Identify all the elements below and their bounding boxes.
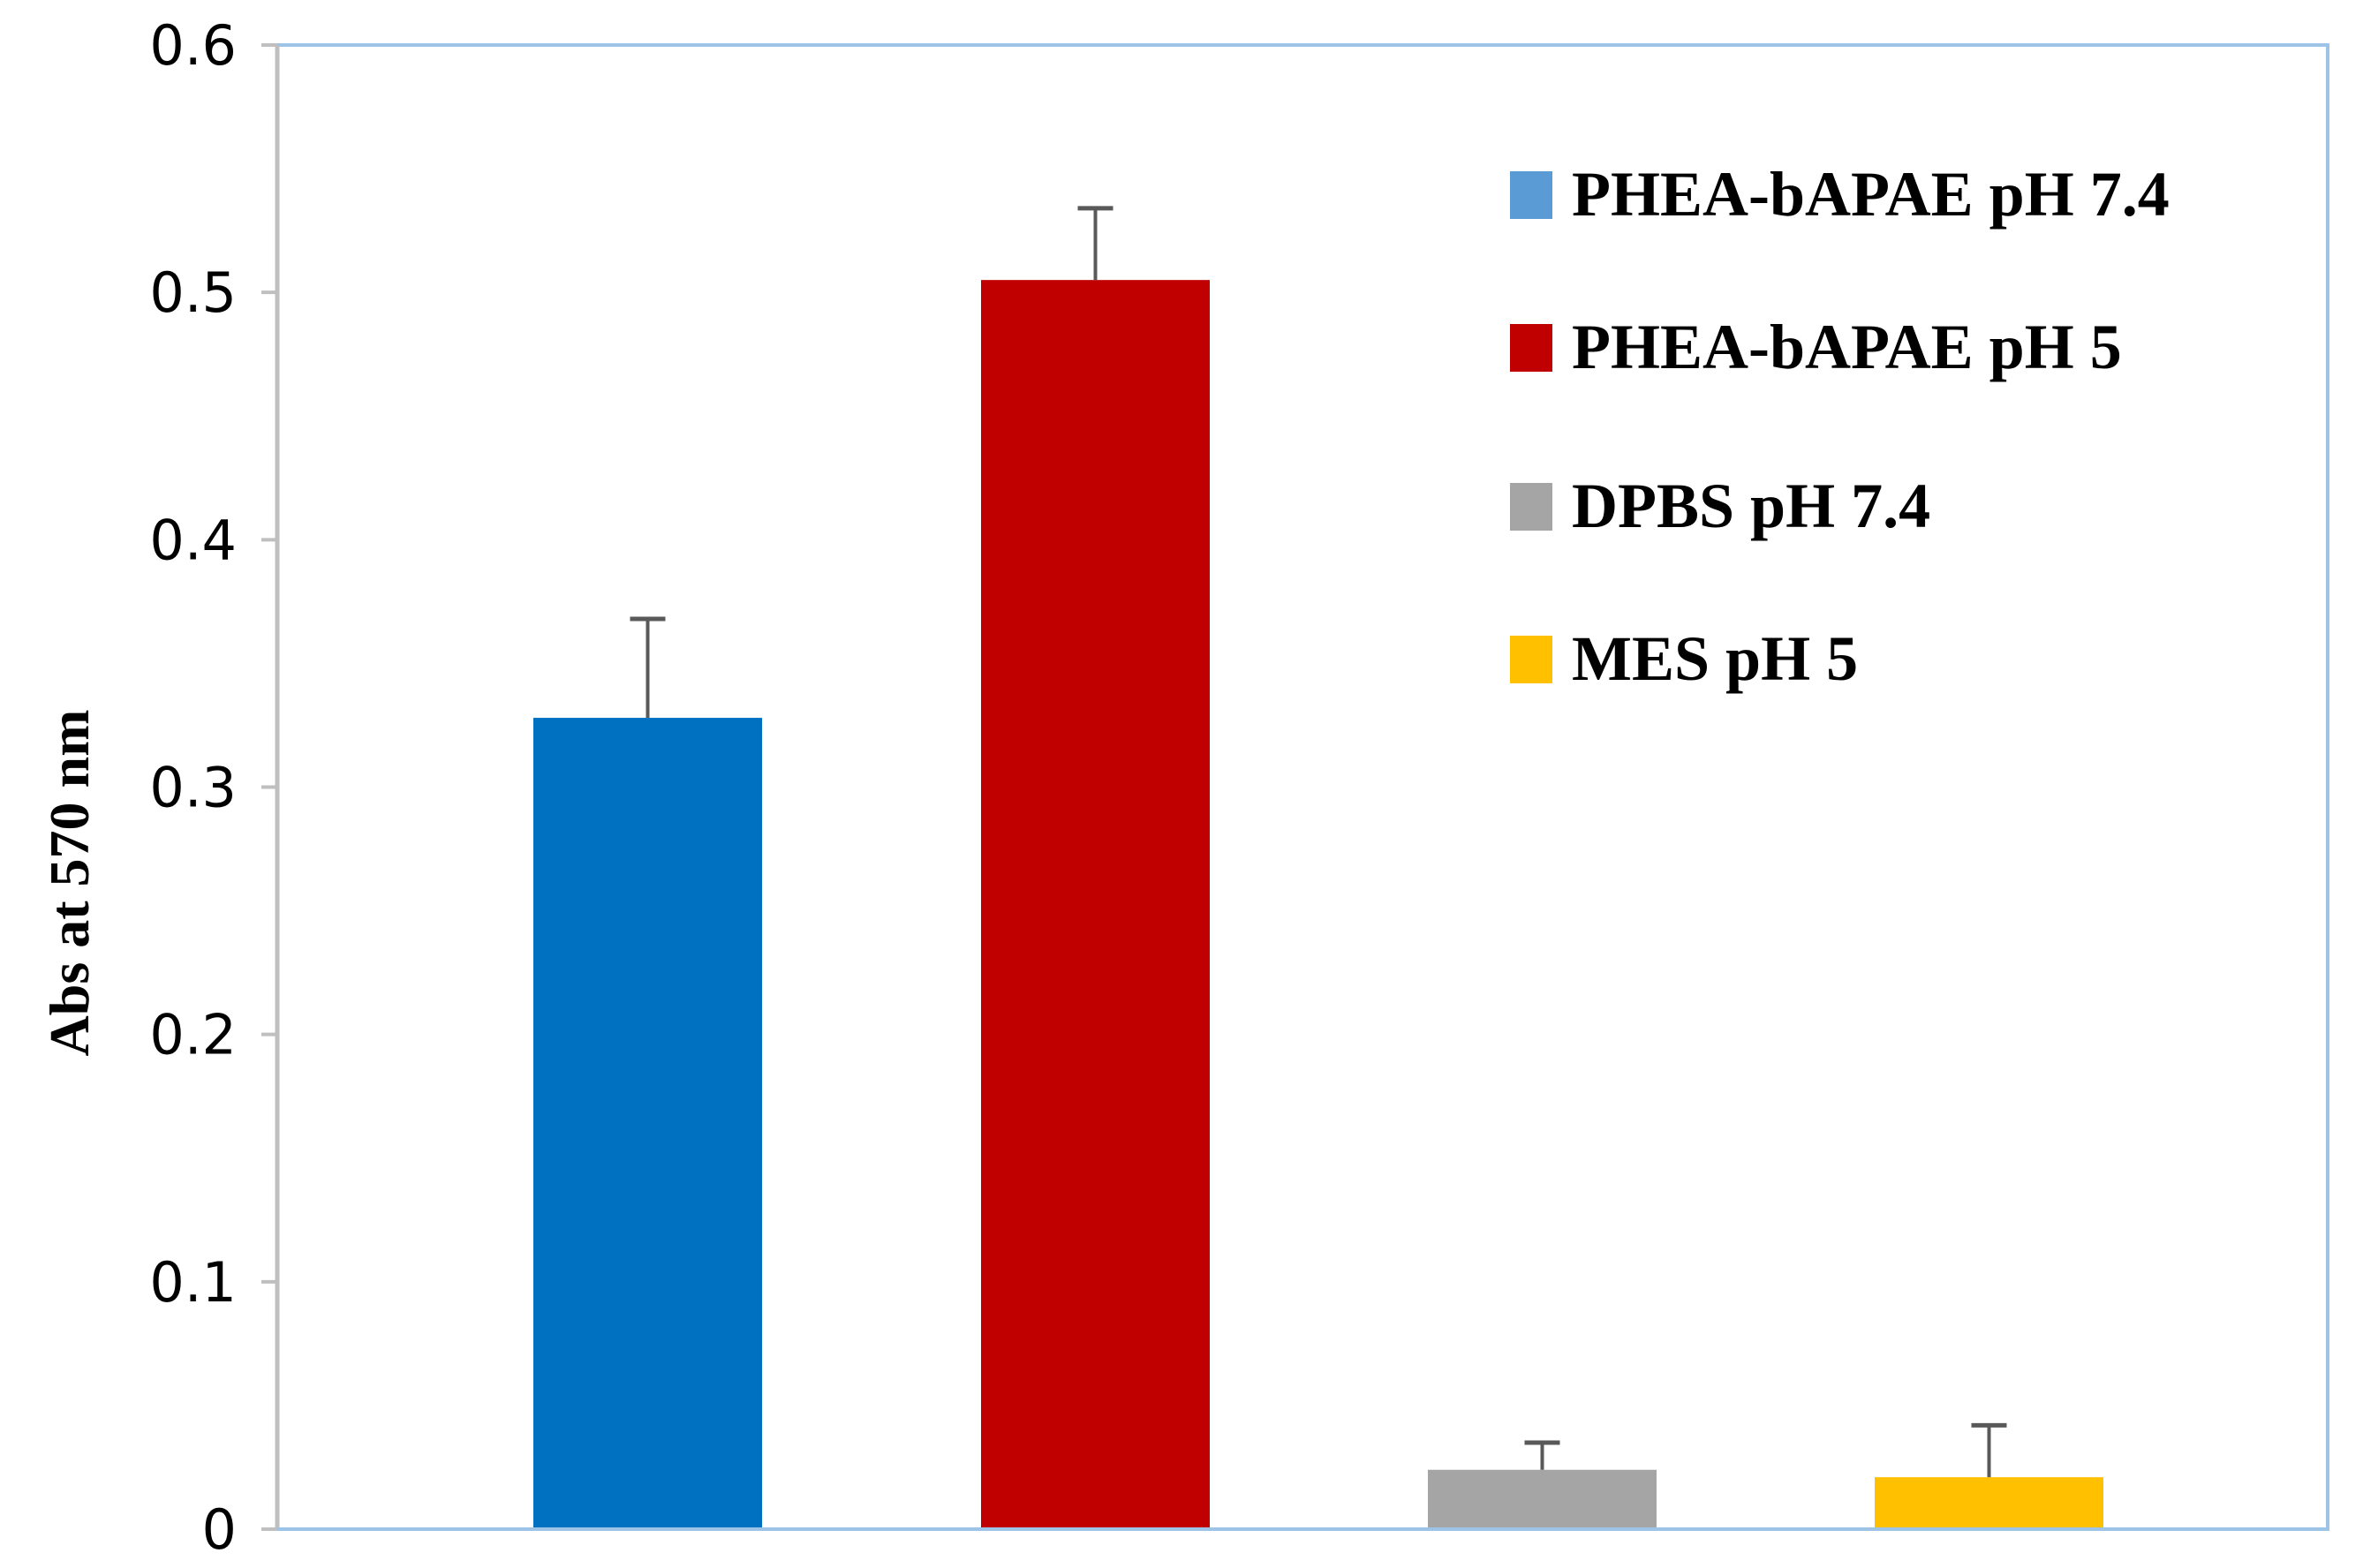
bar-1 xyxy=(533,718,762,1529)
bar-3 xyxy=(1428,1469,1657,1529)
y-axis-tick-labels: 0 0.1 0.2 0.3 0.4 0.5 0.6 xyxy=(149,13,237,1562)
legend-swatch xyxy=(1510,171,1552,219)
bar-2 xyxy=(981,280,1210,1529)
y-tick-label: 0.5 xyxy=(149,260,237,325)
legend-item: PHEA-bAPAE pH 7.4 xyxy=(1510,159,2170,230)
legend: PHEA-bAPAE pH 7.4 PHEA-bAPAE pH 5 DPBS pH … xyxy=(1510,159,2170,694)
bars xyxy=(533,280,2103,1529)
y-tick-label: 0.6 xyxy=(149,13,237,78)
legend-label: PHEA-bAPAE pH 5 xyxy=(1572,312,2122,382)
y-axis-label: Abs at 570 nm xyxy=(38,710,101,1057)
y-tick-label: 0 xyxy=(202,1497,237,1562)
legend-label: DPBS pH 7.4 xyxy=(1572,471,1930,541)
y-tick-label: 0.2 xyxy=(149,1003,237,1067)
legend-item: DPBS pH 7.4 xyxy=(1510,471,1930,541)
legend-item: MES pH 5 xyxy=(1510,623,1858,694)
legend-item: PHEA-bAPAE pH 5 xyxy=(1510,312,2122,382)
legend-swatch xyxy=(1510,483,1552,531)
error-bars xyxy=(277,206,2328,1531)
y-axis-ticks xyxy=(261,43,277,1531)
y-tick-label: 0.4 xyxy=(149,508,237,572)
legend-label: PHEA-bAPAE pH 7.4 xyxy=(1572,159,2170,230)
y-tick-label: 0.3 xyxy=(149,756,237,820)
y-tick-label: 0.1 xyxy=(149,1250,237,1315)
legend-label: MES pH 5 xyxy=(1572,623,1858,694)
legend-swatch xyxy=(1510,324,1552,372)
legend-swatch xyxy=(1510,636,1552,683)
bar-4 xyxy=(1875,1477,2103,1529)
